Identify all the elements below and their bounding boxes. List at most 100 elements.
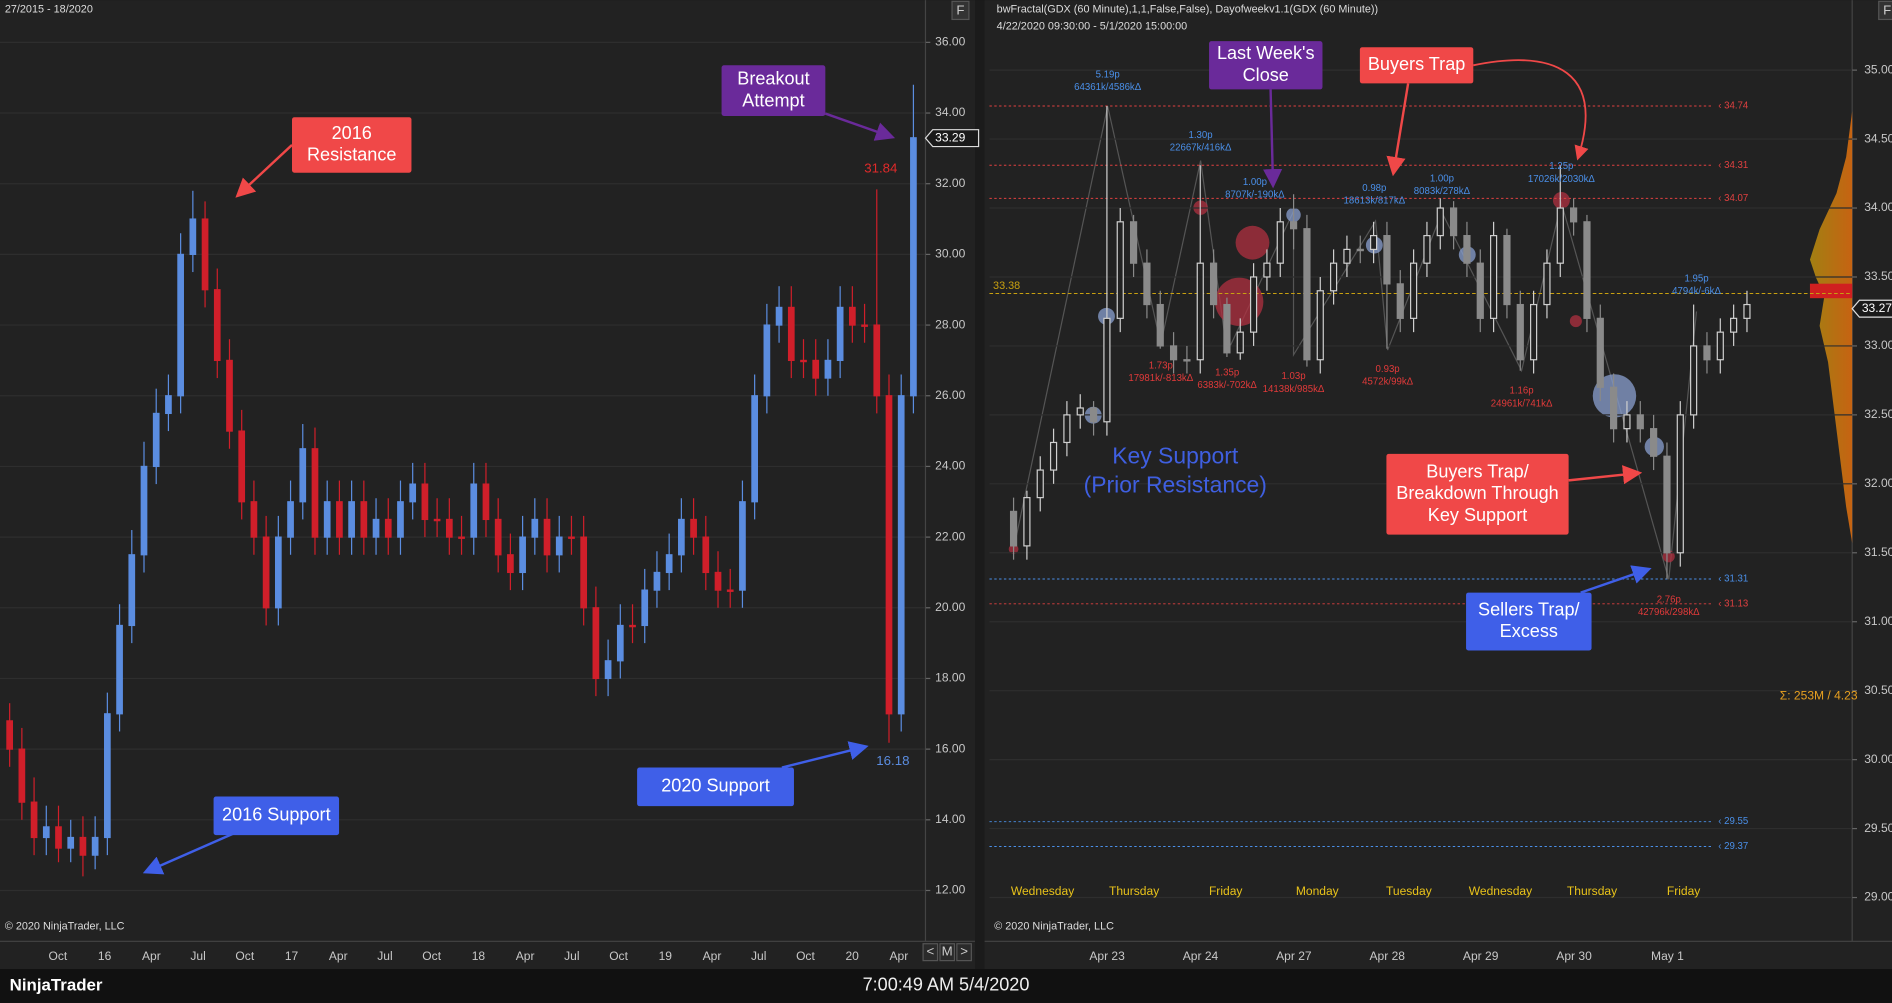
day-name: Friday bbox=[1667, 884, 1700, 898]
candle-body bbox=[1463, 235, 1471, 264]
swing-label: 1.30p bbox=[1189, 130, 1213, 141]
candle-body bbox=[1623, 414, 1631, 430]
candle-body bbox=[1009, 510, 1018, 547]
candle-body bbox=[555, 536, 563, 556]
candle-body bbox=[189, 218, 197, 255]
candle-body bbox=[409, 483, 417, 503]
swing-label: 4572k/99kΔ bbox=[1362, 377, 1413, 388]
y-tick-label: 33.50 bbox=[1864, 269, 1892, 283]
swing-label: 17981k/-813kΔ bbox=[1128, 373, 1193, 384]
candle-body bbox=[1530, 303, 1538, 361]
annotation-text: Breakdown Through bbox=[1396, 483, 1558, 503]
price-label: 31.84 bbox=[864, 161, 897, 176]
candle-body bbox=[1650, 428, 1658, 457]
app-name: NinjaTrader bbox=[10, 975, 103, 994]
candle-body bbox=[836, 306, 844, 362]
candle-body bbox=[1036, 469, 1044, 499]
x-tick-label: Jul bbox=[190, 949, 205, 963]
y-tick-label: 12.00 bbox=[935, 883, 965, 897]
y-tick-label: 31.50 bbox=[1864, 545, 1892, 559]
candle-body bbox=[116, 624, 123, 715]
annotation-text: Sellers Trap/ bbox=[1478, 599, 1580, 619]
annotation-arrow bbox=[142, 831, 236, 875]
price-label: 16.18 bbox=[876, 753, 909, 768]
candle-body bbox=[1169, 345, 1178, 361]
y-tick-label: 30.00 bbox=[935, 247, 965, 261]
candle-body bbox=[274, 536, 282, 609]
x-tick-label: Jul bbox=[564, 949, 579, 963]
candle-body bbox=[824, 359, 832, 379]
x-tick-label: Apr 24 bbox=[1183, 949, 1219, 963]
candle-body bbox=[1436, 207, 1444, 237]
status-bar bbox=[0, 969, 1892, 1003]
annotation-box bbox=[1359, 47, 1474, 84]
f-button-label[interactable]: F bbox=[1883, 3, 1891, 18]
y-tick-label: 24.00 bbox=[935, 459, 965, 473]
swing-label: 64361k/4586kΔ bbox=[1074, 82, 1142, 93]
candle-body bbox=[1383, 235, 1391, 285]
annotation-text: Key Support bbox=[1428, 505, 1528, 525]
candle-body bbox=[1236, 331, 1244, 354]
candle-body bbox=[1289, 221, 1298, 230]
candle-body bbox=[1476, 262, 1484, 319]
annotation-box bbox=[637, 767, 794, 807]
day-name: Thursday bbox=[1109, 884, 1159, 898]
candle-body bbox=[1516, 303, 1524, 361]
swing-label: 1.35p bbox=[1215, 368, 1239, 379]
swing-label: 6383k/-702kΔ bbox=[1197, 380, 1257, 391]
candle-body bbox=[1556, 207, 1564, 264]
candle-body bbox=[348, 501, 355, 538]
f-button-label[interactable]: F bbox=[956, 3, 964, 18]
candle-body bbox=[91, 836, 99, 856]
volume-text: Σ: 253M / 4.23 bbox=[1780, 689, 1858, 703]
order-flow-bubbles bbox=[1008, 191, 1675, 563]
nav-button bbox=[956, 943, 972, 962]
candle-body bbox=[1089, 407, 1098, 423]
candle-body bbox=[177, 253, 184, 397]
annotation-text: Resistance bbox=[307, 145, 396, 165]
x-tick-label: Oct bbox=[422, 949, 441, 963]
x-tick-label: Apr bbox=[890, 949, 909, 963]
candle-body bbox=[1276, 221, 1284, 264]
candle-body bbox=[384, 518, 392, 538]
x-tick-label: Apr bbox=[142, 949, 161, 963]
swing-label: 1.73p bbox=[1149, 360, 1173, 371]
annotation-box bbox=[721, 65, 826, 116]
volume-profile-poc bbox=[1809, 283, 1853, 299]
x-tick-label: Apr bbox=[516, 949, 535, 963]
candle-body bbox=[1103, 317, 1111, 423]
nav-button-label[interactable]: < bbox=[926, 944, 934, 959]
y-tick-label: 30.50 bbox=[1864, 683, 1892, 697]
x-tick-label: 17 bbox=[285, 949, 299, 963]
swing-label: 42796k/298kΔ bbox=[1638, 607, 1700, 618]
nav-button-label[interactable]: > bbox=[960, 944, 968, 959]
chart-header: 27/2015 - 18/2020 bbox=[5, 4, 93, 16]
candle-body bbox=[726, 589, 734, 592]
candle-body bbox=[433, 518, 441, 522]
candle-body bbox=[592, 607, 600, 680]
y-tick-label: 28.00 bbox=[935, 317, 965, 331]
candle-body bbox=[213, 289, 221, 362]
candle-body bbox=[1676, 414, 1684, 554]
candle-body bbox=[1543, 262, 1551, 306]
nav-button-label[interactable]: M bbox=[942, 944, 953, 959]
annotation-text: Breakout bbox=[737, 69, 809, 89]
candle-body bbox=[30, 801, 38, 839]
candle-body bbox=[1610, 386, 1618, 430]
swing-label: 1.00p bbox=[1430, 173, 1454, 184]
candle-body bbox=[1730, 317, 1738, 333]
candle-body bbox=[739, 501, 746, 591]
level-label: ‹ 29.37 bbox=[1718, 841, 1748, 852]
last-price-label: 33.29 bbox=[935, 130, 965, 144]
x-tick-label: Apr 29 bbox=[1463, 949, 1499, 963]
candle-body bbox=[482, 483, 490, 521]
candle-body bbox=[421, 483, 429, 521]
candle-body bbox=[152, 412, 160, 468]
nav-button bbox=[939, 943, 956, 962]
annotation-text: 2016 bbox=[332, 123, 372, 143]
swing-label: 8083k/278kΔ bbox=[1414, 186, 1471, 197]
level-label: ‹ 31.31 bbox=[1718, 574, 1748, 585]
candle-body bbox=[262, 536, 270, 609]
candle-body bbox=[775, 306, 783, 326]
